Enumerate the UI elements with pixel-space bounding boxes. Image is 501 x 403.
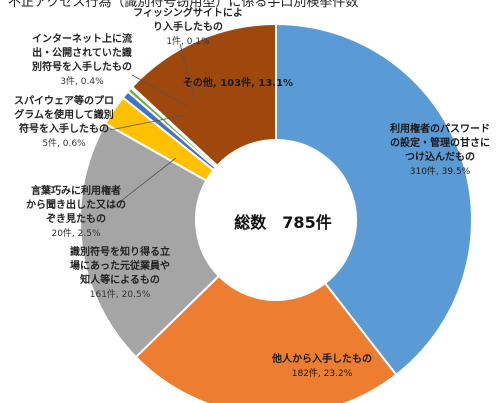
- slice-label-line-5-1: 出・公開されていた識: [32, 46, 132, 59]
- leader-line-3: [111, 157, 177, 209]
- slice-value-0: 310件, 39.5%: [410, 165, 471, 177]
- slice-label-line-2-2: 知人等によるもの: [79, 273, 160, 286]
- chart-title: 不正アクセス行為（識別符号窃用型）に係る手口別検挙件数: [8, 0, 358, 10]
- slice-label-7: その他, 103件, 13.1%: [183, 76, 293, 89]
- slice-label-line-6-1: り入手したもの: [153, 20, 223, 33]
- slice-value-3: 20件, 2.5%: [51, 227, 100, 239]
- slice-value-4: 5件, 0.6%: [42, 137, 86, 149]
- slice-label-line-5-0: インターネット上に流: [32, 32, 132, 45]
- leader-line-5: [131, 74, 188, 107]
- slice-label-line-6-0: フィッシングサイトによ: [133, 6, 243, 19]
- slice-label-line-2-1: 場にあった元従業員や: [70, 259, 170, 272]
- slice-label-line-2-0: 識別符号を知り得る立: [70, 245, 170, 258]
- slice-label-line-3-2: ぞき見たもの: [46, 213, 106, 225]
- slice-label-line-0-0: 利用権者のパスワード: [390, 122, 490, 135]
- pie-slice-7: [130, 22, 277, 168]
- slice-label-line-3-1: から聞き出した又はの: [26, 198, 126, 211]
- leader-line-6: [179, 43, 196, 101]
- pie-slice-0: [275, 22, 473, 377]
- slice-value-1: 182件, 23.2%: [292, 367, 353, 379]
- slice-label-line-4-2: 符号を入手したもの: [19, 122, 109, 135]
- pie-slice-1: [134, 274, 398, 403]
- slice-value-6: 1件, 0.1%: [166, 35, 210, 47]
- slice-label-line-4-0: スパイウェア等のプロ: [14, 94, 114, 107]
- slice-value-5: 3件, 0.4%: [60, 75, 104, 87]
- slice-label-text-7: その他, 103件, 13.1%: [183, 76, 293, 89]
- slice-label-line-0-1: の設定・管理の甘さに: [390, 136, 490, 149]
- slices: [79, 22, 473, 403]
- slice-label-1: 他人から入手したもの 182件, 23.2%: [271, 352, 372, 379]
- slice-label-line-1-0: 他人から入手したもの: [271, 352, 372, 365]
- slice-label-line-5-2: 別符号を入手したもの: [31, 60, 132, 73]
- slice-label-line-3-0: 言葉巧みに利用権者: [31, 184, 121, 197]
- center-total-label: 総数 785件: [234, 213, 331, 232]
- slice-value-2: 161件, 20.5%: [90, 288, 151, 300]
- leader-line-4: [109, 114, 187, 131]
- slice-label-line-0-2: つけ込んだもの: [405, 150, 475, 163]
- slice-label-line-4-1: グラムを使用して識別: [14, 108, 113, 121]
- pie-slice-2: [79, 122, 221, 359]
